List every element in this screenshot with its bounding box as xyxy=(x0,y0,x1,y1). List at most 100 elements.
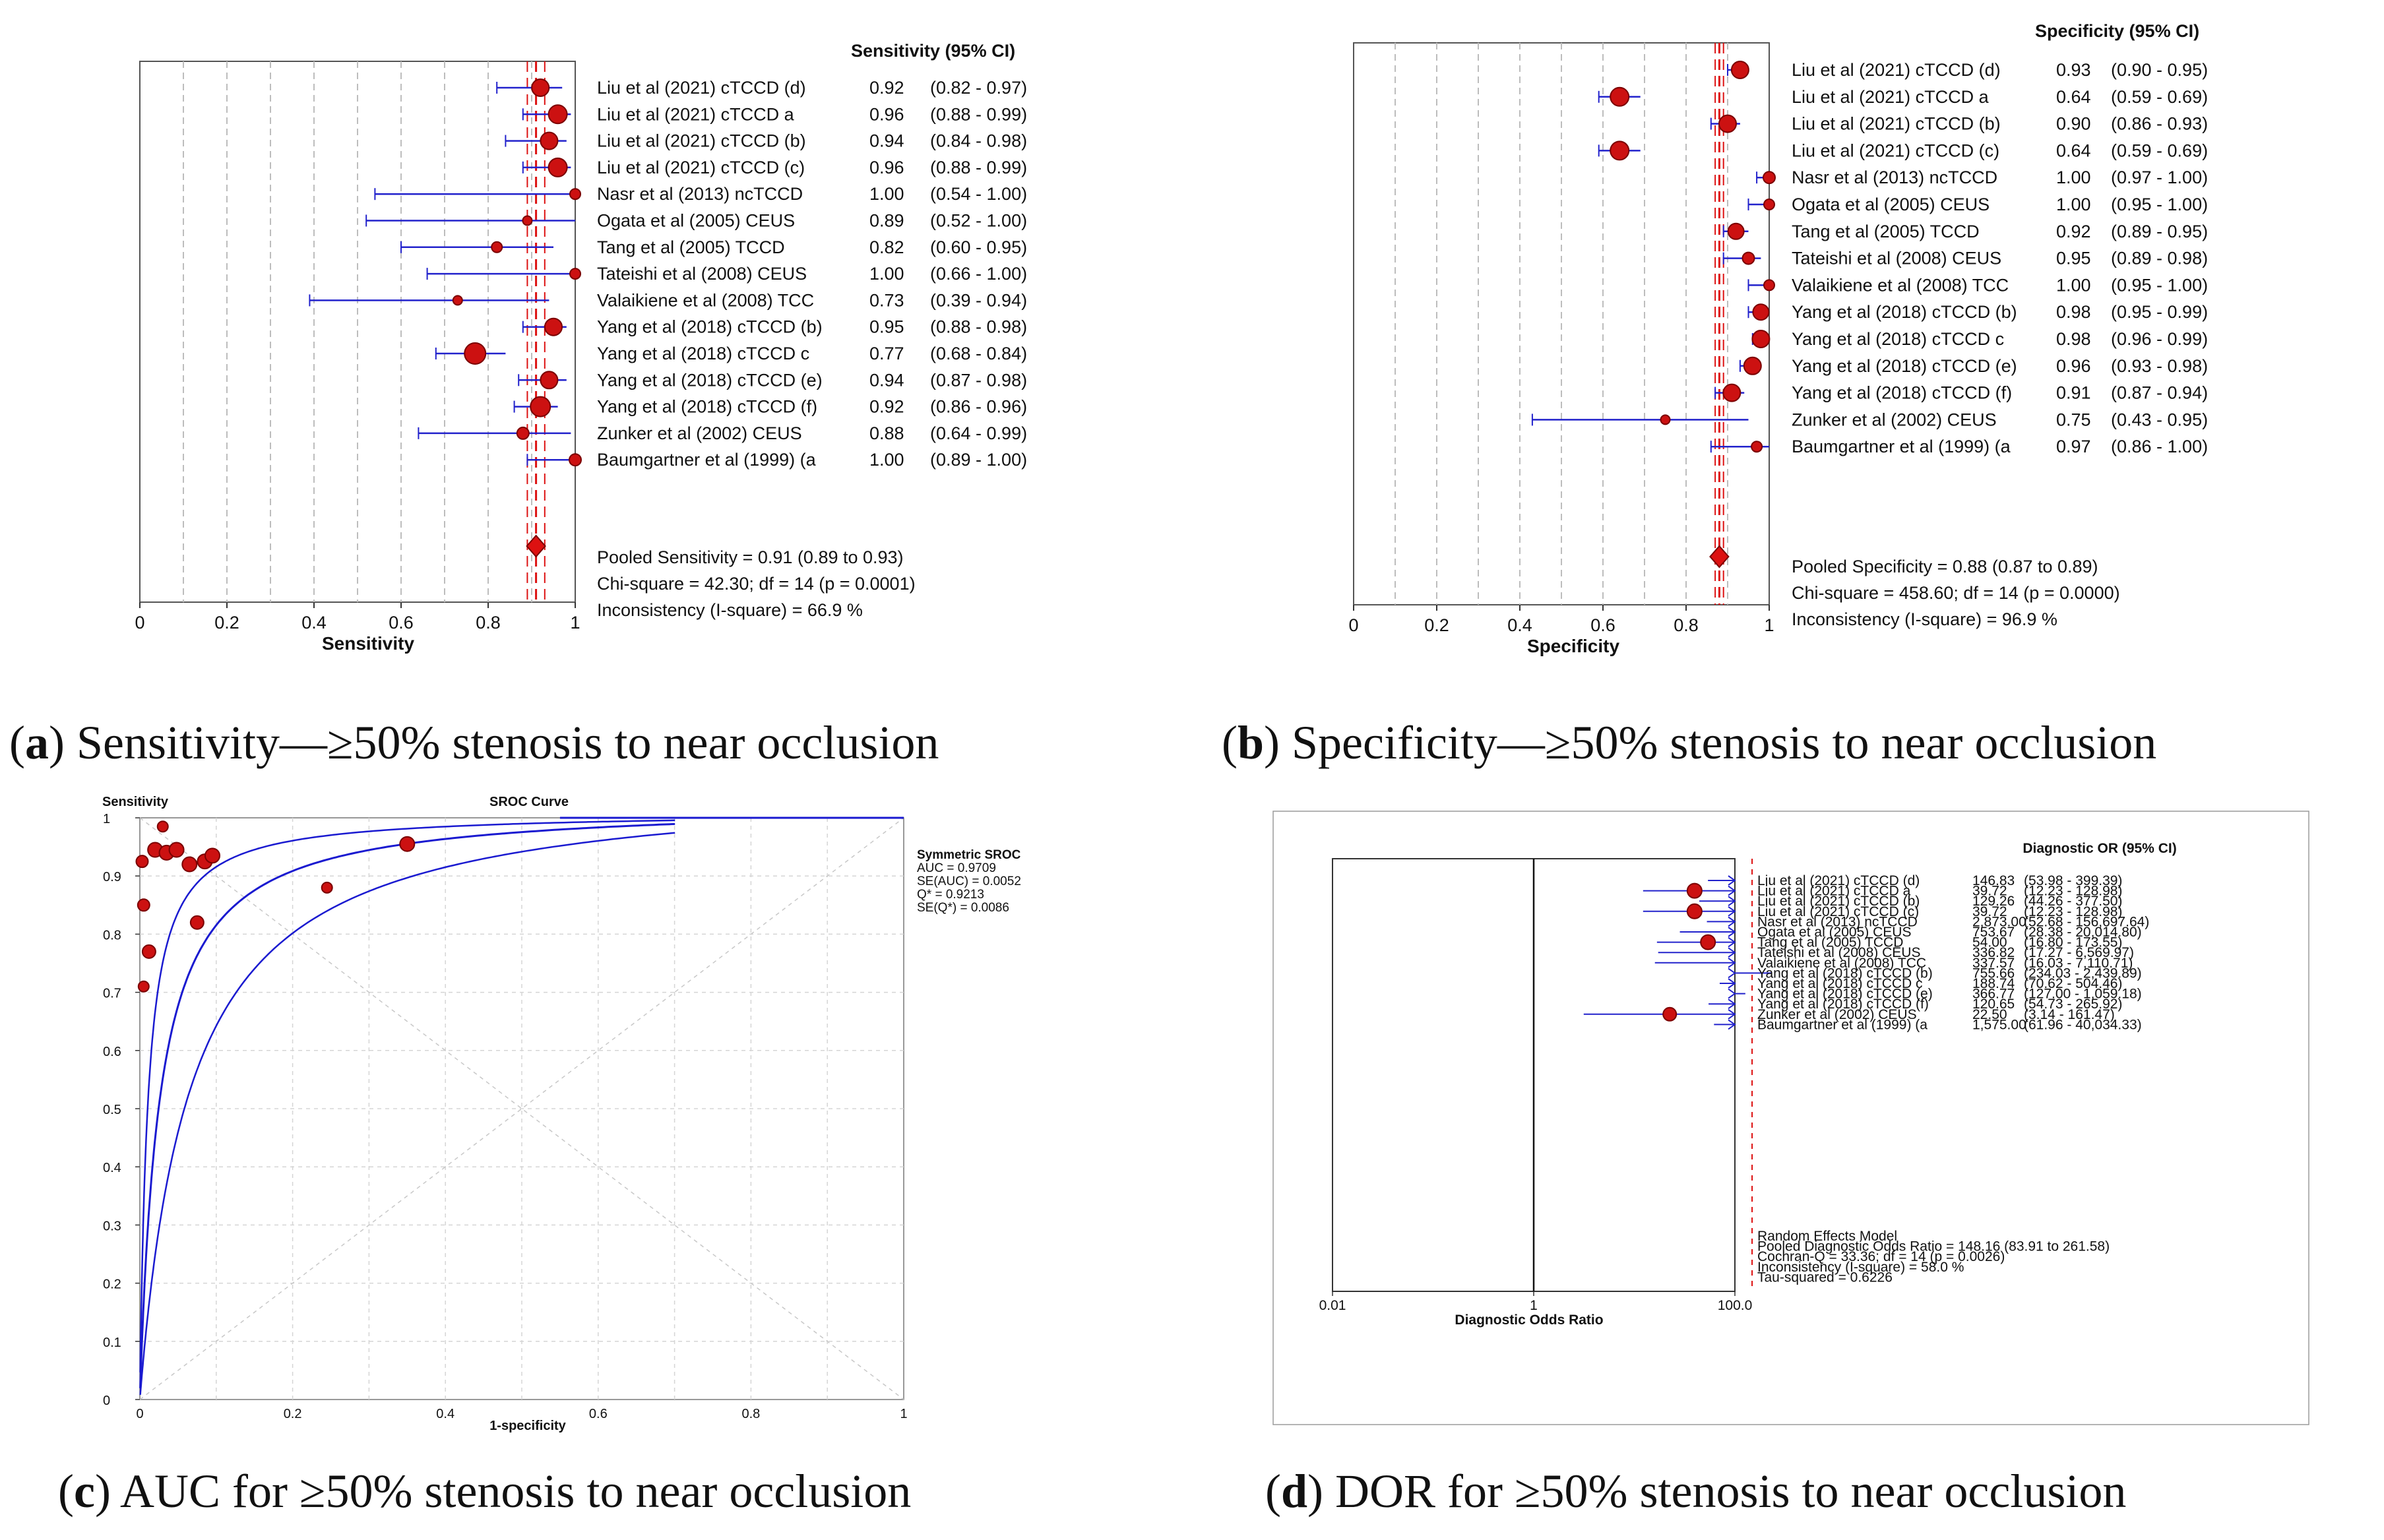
study-point xyxy=(540,131,559,150)
study-ci-text: (0.68 - 0.84) xyxy=(930,344,1027,363)
x-axis-label: 1-specificity xyxy=(489,1419,566,1433)
study-ci-text: (0.95 - 1.00) xyxy=(2111,275,2208,295)
y-tick-label: 0.7 xyxy=(103,987,121,1001)
study-ci-text: (0.89 - 1.00) xyxy=(930,450,1027,470)
caption-paren: ) xyxy=(95,1465,111,1518)
ci-arrow xyxy=(1728,999,1736,1010)
study-ci-text: (127.00 - 1,059.18) xyxy=(2024,987,2142,1002)
study-label: Tang et al (2005) TCCD xyxy=(1757,935,1903,950)
study-point xyxy=(1751,330,1771,348)
study-label: Yang et al (2018) cTCCD (b) xyxy=(597,317,823,337)
x-tick-label: 0.01 xyxy=(1319,1298,1346,1313)
study-estimate: 129.26 xyxy=(1972,894,2015,909)
study-point xyxy=(1700,934,1716,950)
study-estimate: 54.00 xyxy=(1972,935,2007,950)
study-ci-text: (0.89 - 0.98) xyxy=(2111,249,2208,268)
sroc-lower-band xyxy=(139,832,675,1395)
y-tick-label: 0.1 xyxy=(103,1336,121,1350)
x-tick-label: 0.4 xyxy=(301,613,327,632)
x-axis-label: Diagnostic Odds Ratio xyxy=(1455,1312,1603,1328)
study-estimate: 1.00 xyxy=(869,264,904,284)
study-point xyxy=(569,268,581,280)
study-estimate: 0.94 xyxy=(869,370,904,390)
study-label: Ogata et al (2005) CEUS xyxy=(1757,925,1911,940)
caption-part: Sensitivity—≥50% stenosis to near occlus… xyxy=(65,716,939,769)
diagonal-line xyxy=(139,817,904,1400)
study-estimate: 0.96 xyxy=(869,104,904,124)
study-point xyxy=(1763,199,1775,210)
study-ci-text: (0.59 - 0.69) xyxy=(2111,87,2208,107)
caption-paren: ( xyxy=(9,716,25,769)
study-point xyxy=(1722,383,1741,402)
study-point xyxy=(540,371,559,390)
summary-line: Random Effects Model xyxy=(1757,1229,1897,1244)
summary-line: Cochran-Q = 33.36; df = 14 (p = 0.0026) xyxy=(1757,1249,2005,1264)
study-estimate: 1.00 xyxy=(2056,195,2091,214)
study-point xyxy=(548,104,568,125)
caption-part: b xyxy=(1238,716,1264,769)
summary-line: Chi-square = 458.60; df = 14 (p = 0.0000… xyxy=(1792,583,2120,603)
study-estimate: 146.83 xyxy=(1972,873,2015,888)
anti-diagonal-line xyxy=(139,817,904,1400)
study-label: Yang et al (2018) cTCCD c xyxy=(597,344,809,363)
study-label: Tateishi et al (2008) CEUS xyxy=(1792,249,2001,268)
study-estimate: 1.00 xyxy=(869,450,904,470)
study-label: Baumgartner et al (1999) (a xyxy=(1757,1017,1928,1032)
study-label: Yang et al (2018) cTCCD (f) xyxy=(1792,383,2012,403)
study-label: Yang et al (2018) cTCCD (b) xyxy=(1757,966,1933,981)
ci-arrow xyxy=(1728,885,1736,896)
caption-part: a xyxy=(25,716,49,769)
y-tick-label: 0.9 xyxy=(103,870,121,884)
caption-part: Specificity—≥50% stenosis to near occlus… xyxy=(1280,716,2156,769)
study-estimate: 1.00 xyxy=(2056,275,2091,295)
study-point xyxy=(1763,171,1776,185)
sroc-legend-line: Symmetric SROC xyxy=(917,848,1021,862)
study-label: Zunker et al (2002) CEUS xyxy=(597,423,802,443)
x-tick-label: 1 xyxy=(900,1407,907,1421)
study-estimate: 1,575.00 xyxy=(1972,1017,2026,1032)
sroc-point xyxy=(168,842,185,858)
caption-part: d xyxy=(1281,1465,1307,1518)
study-estimate: 755.66 xyxy=(1972,966,2015,981)
y-tick-label: 1 xyxy=(103,812,110,826)
study-point xyxy=(1741,251,1755,265)
pooled-diamond xyxy=(526,534,546,558)
x-tick-label: 0.6 xyxy=(1590,615,1615,635)
study-label: Tang et al (2005) TCCD xyxy=(1792,222,1980,241)
ci-arrow xyxy=(1728,927,1736,937)
study-estimate: 0.75 xyxy=(2056,410,2091,429)
study-ci-text: (234.03 - 2,439.89) xyxy=(2024,966,2142,981)
x-tick-label: 0 xyxy=(136,1407,143,1421)
study-ci-text: (28.38 - 20,014.80) xyxy=(2024,925,2142,940)
study-point xyxy=(1727,222,1745,240)
study-label: Liu et al (2021) cTCCD (d) xyxy=(1757,873,1920,888)
caption-part: DOR for ≥50% stenosis to near occlusion xyxy=(1323,1465,2126,1518)
x-tick-label: 1 xyxy=(570,613,580,632)
study-point xyxy=(1743,356,1762,375)
study-ci-text: (0.96 - 0.99) xyxy=(2111,329,2208,349)
study-label: Liu et al (2021) cTCCD a xyxy=(1757,884,1911,899)
forest-header: Sensitivity (95% CI) xyxy=(851,41,1015,61)
study-label: Nasr et al (2013) ncTCCD xyxy=(1757,914,1918,929)
x-tick-label: 1 xyxy=(1764,615,1774,635)
study-ci-text: (0.88 - 0.99) xyxy=(930,104,1027,124)
study-label: Liu et al (2021) cTCCD (c) xyxy=(597,158,805,177)
study-estimate: 336.82 xyxy=(1972,945,2015,960)
study-label: Liu et al (2021) cTCCD (b) xyxy=(597,131,806,151)
study-label: Valaikiene et al (2008) TCC xyxy=(597,290,814,310)
study-ci-text: (0.95 - 0.99) xyxy=(2111,302,2208,322)
study-label: Tateishi et al (2008) CEUS xyxy=(1757,945,1920,960)
caption-paren: ( xyxy=(1265,1465,1281,1518)
study-estimate: 366.77 xyxy=(1972,987,2015,1002)
summary-line: Chi-square = 42.30; df = 14 (p = 0.0001) xyxy=(597,574,916,594)
study-estimate: 0.94 xyxy=(869,131,904,151)
study-point xyxy=(464,342,487,365)
study-estimate: 22.50 xyxy=(1972,1007,2007,1022)
summary-line: Pooled Diagnostic Odds Ratio = 148.16 (8… xyxy=(1757,1239,2110,1254)
study-point xyxy=(522,215,533,226)
x-tick-label: 0.4 xyxy=(1507,615,1532,635)
y-tick-label: 0.8 xyxy=(103,928,121,942)
study-point xyxy=(1730,61,1749,79)
study-point xyxy=(569,453,582,467)
sroc-upper-band xyxy=(139,819,675,1372)
